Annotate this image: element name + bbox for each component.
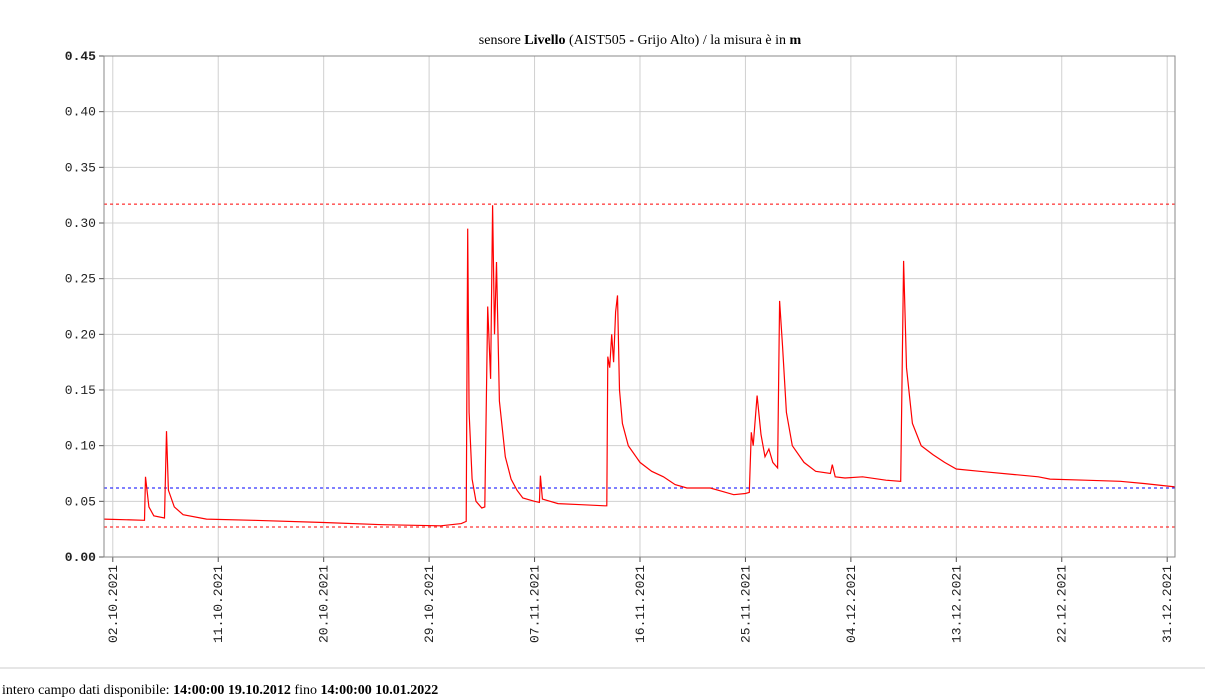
y-tick-label: 0.35 — [65, 160, 96, 175]
x-tick-label: 04.12.2021 — [844, 565, 859, 643]
x-tick-label: 31.12.2021 — [1160, 565, 1175, 643]
text-part: Grijo Alto) / la misura è in — [634, 33, 790, 48]
x-tick-label: 25.11.2021 — [738, 565, 753, 643]
x-tick-label: 13.12.2021 — [949, 565, 964, 643]
text-part: 14:00:00 19.10.2012 — [173, 683, 291, 698]
x-tick-label: 20.10.2021 — [317, 565, 332, 643]
text-part: intero campo dati disponibile: — [2, 683, 173, 698]
text-part: Livello — [524, 33, 565, 48]
chart-title: sensore Livello (AIST505 - Grijo Alto) /… — [479, 33, 802, 48]
y-tick-label: 0.30 — [65, 216, 96, 231]
y-tick-label: 0.45 — [65, 49, 96, 64]
text-part: m — [790, 33, 802, 48]
x-tick-label: 07.11.2021 — [528, 565, 543, 643]
y-tick-label: 0.00 — [65, 550, 96, 565]
x-tick-label: 02.10.2021 — [106, 565, 121, 643]
x-tick-label: 22.12.2021 — [1055, 565, 1070, 643]
y-tick-label: 0.25 — [65, 272, 96, 287]
y-tick-label: 0.15 — [65, 383, 96, 398]
text-part: (AIST505 — [566, 33, 630, 48]
y-tick-label: 0.10 — [65, 439, 96, 454]
text-part: fino — [291, 683, 321, 698]
x-tick-label: 11.10.2021 — [211, 565, 226, 643]
x-tick-label: 16.11.2021 — [633, 565, 648, 643]
text-part: sensore — [479, 33, 525, 48]
y-tick-label: 0.40 — [65, 105, 96, 120]
y-tick-label: 0.05 — [65, 494, 96, 509]
text-part: - — [629, 33, 634, 48]
text-part: 14:00:00 10.01.2022 — [320, 683, 438, 698]
x-tick-label: 29.10.2021 — [422, 565, 437, 643]
y-tick-label: 0.20 — [65, 327, 96, 342]
data-line — [103, 205, 1176, 527]
footer: intero campo dati disponibile: 14:00:00 … — [2, 683, 438, 698]
plot-frame — [103, 55, 1176, 558]
